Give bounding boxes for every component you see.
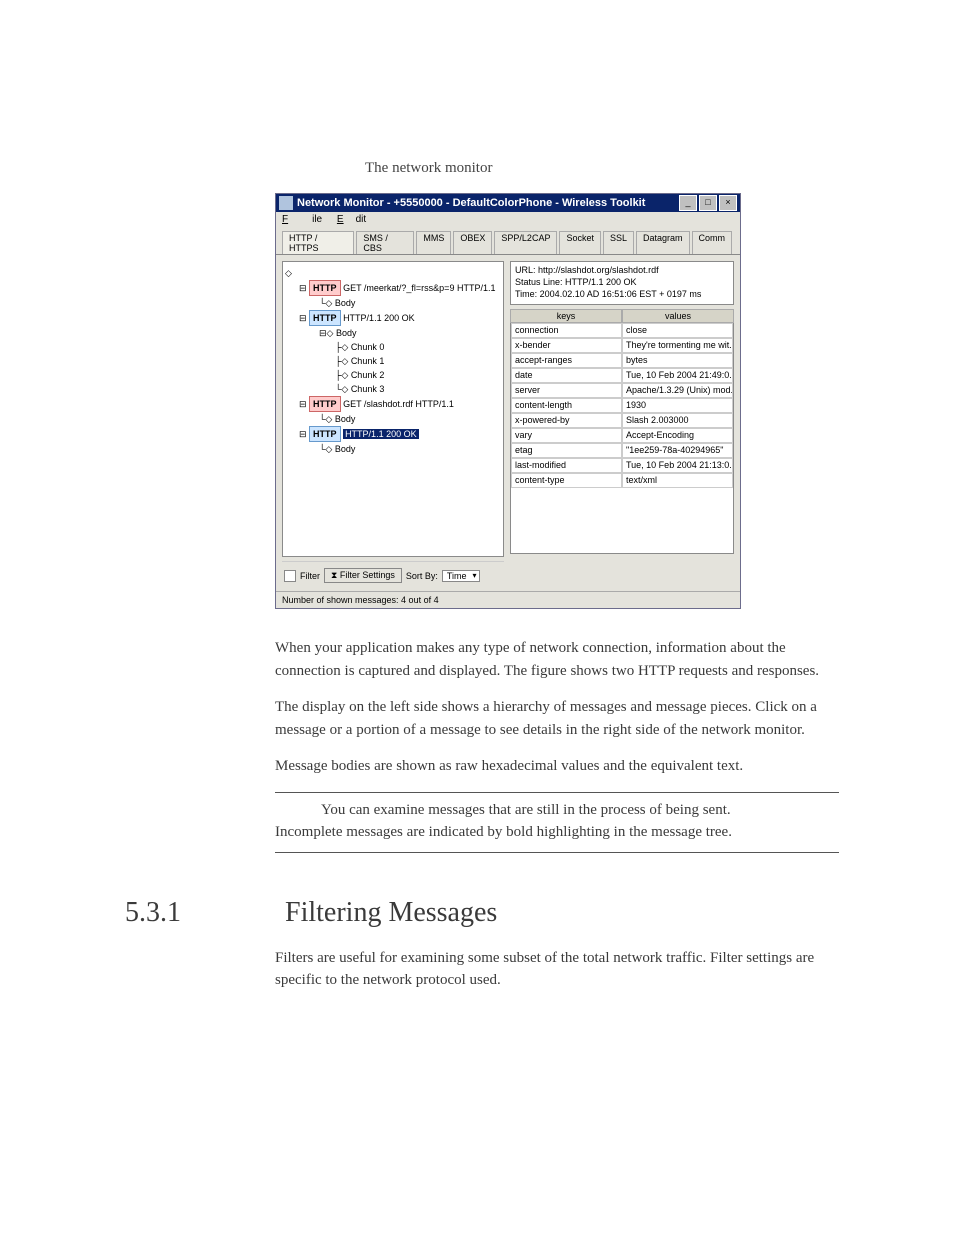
sort-by-label: Sort By: (406, 571, 438, 581)
close-button[interactable]: × (719, 195, 737, 211)
header-key: vary (511, 428, 622, 443)
http-request-badge: HTTP (309, 396, 341, 412)
info-time: Time: 2004.02.10 AD 16:51:06 EST + 0197 … (515, 288, 729, 300)
filter-toolbar: Filter ⧗ Filter Settings Sort By: Time (282, 561, 504, 585)
info-header: URL: http://slashdot.org/slashdot.rdf St… (510, 261, 734, 305)
paragraph: Filters are useful for examining some su… (275, 947, 839, 992)
rule-top (275, 792, 839, 793)
info-statusline: Status Line: HTTP/1.1 200 OK (515, 276, 729, 288)
app-icon (279, 196, 293, 210)
tree-body[interactable]: Body (335, 298, 356, 308)
tree-body[interactable]: Body (336, 328, 357, 338)
network-monitor-window: Network Monitor - +5550000 - DefaultColo… (275, 193, 741, 609)
tab-http[interactable]: HTTP / HTTPS (282, 231, 354, 254)
tree-response-1[interactable]: HTTP/1.1 200 OK (343, 313, 415, 323)
messages-pane: ◇ ⊟ HTTP GET /meerkat/?_fl=rss&p=9 HTTP/… (282, 261, 504, 585)
col-values: values (622, 309, 734, 323)
window-titlebar: Network Monitor - +5550000 - DefaultColo… (276, 194, 740, 212)
header-key: x-powered-by (511, 413, 622, 428)
note-block: You can examine messages that are still … (275, 799, 839, 844)
paragraph: The display on the left side shows a hie… (275, 696, 839, 741)
tree-chunk[interactable]: Chunk 3 (351, 384, 385, 394)
http-response-badge: HTTP (309, 426, 341, 442)
tab-spp[interactable]: SPP/L2CAP (494, 231, 557, 254)
header-val: close (622, 323, 733, 338)
filter-checkbox[interactable] (284, 570, 296, 582)
header-val: Apache/1.3.29 (Unix) mod... (622, 383, 733, 398)
paragraph: When your application makes any type of … (275, 637, 839, 682)
message-tree[interactable]: ◇ ⊟ HTTP GET /meerkat/?_fl=rss&p=9 HTTP/… (282, 261, 504, 557)
tree-chunk[interactable]: Chunk 0 (351, 342, 385, 352)
tree-chunk[interactable]: Chunk 1 (351, 356, 385, 366)
tab-mms[interactable]: MMS (416, 231, 451, 254)
header-key: etag (511, 443, 622, 458)
tab-socket[interactable]: Socket (559, 231, 601, 254)
header-key: x-bender (511, 338, 622, 353)
figure-caption: The network monitor (365, 160, 839, 177)
header-key: accept-ranges (511, 353, 622, 368)
tree-chunk[interactable]: Chunk 2 (351, 370, 385, 380)
tab-datagram[interactable]: Datagram (636, 231, 690, 254)
col-keys: keys (510, 309, 622, 323)
note-line-1: You can examine messages that are still … (275, 799, 839, 822)
header-val: Accept-Encoding (622, 428, 733, 443)
menu-edit[interactable]: Edit (337, 214, 366, 225)
header-key: server (511, 383, 622, 398)
headers-body: connectionclose x-benderThey're tormenti… (510, 323, 734, 554)
minimize-button[interactable]: _ (679, 195, 697, 211)
header-val: Tue, 10 Feb 2004 21:13:0... (622, 458, 733, 473)
filter-settings-button[interactable]: ⧗ Filter Settings (324, 568, 402, 583)
header-val: "1ee259-78a-40294965" (622, 443, 733, 458)
tab-obex[interactable]: OBEX (453, 231, 492, 254)
menu-file[interactable]: File (282, 214, 322, 225)
header-key: date (511, 368, 622, 383)
header-key: connection (511, 323, 622, 338)
sort-by-select[interactable]: Time (442, 570, 480, 582)
header-key: content-length (511, 398, 622, 413)
rule-bottom (275, 852, 839, 853)
http-request-badge: HTTP (309, 280, 341, 296)
status-bar: Number of shown messages: 4 out of 4 (276, 591, 740, 608)
header-val: Slash 2.003000 (622, 413, 733, 428)
tab-ssl[interactable]: SSL (603, 231, 634, 254)
filter-label: Filter (300, 571, 320, 581)
menu-bar: File Edit (276, 212, 740, 227)
tab-sms[interactable]: SMS / CBS (356, 231, 414, 254)
protocol-tabs: HTTP / HTTPS SMS / CBS MMS OBEX SPP/L2CA… (276, 227, 740, 255)
section-heading: 5.3.1 Filtering Messages (115, 897, 839, 929)
section-number: 5.3.1 (115, 897, 285, 929)
paragraph: Message bodies are shown as raw hexadeci… (275, 755, 839, 778)
window-title: Network Monitor - +5550000 - DefaultColo… (297, 197, 677, 209)
tree-request-1[interactable]: GET /meerkat/?_fl=rss&p=9 HTTP/1.1 (343, 283, 495, 293)
section-title: Filtering Messages (285, 897, 497, 929)
header-val: Tue, 10 Feb 2004 21:49:0... (622, 368, 733, 383)
header-key: content-type (511, 473, 622, 488)
headers-table: keys values connectionclose x-benderThey… (510, 309, 734, 571)
tree-body[interactable]: Body (335, 444, 356, 454)
maximize-button[interactable]: □ (699, 195, 717, 211)
note-line-2: Incomplete messages are indicated by bol… (275, 821, 839, 844)
tree-response-2-selected[interactable]: HTTP/1.1 200 OK (343, 429, 419, 439)
header-val: bytes (622, 353, 733, 368)
info-url: URL: http://slashdot.org/slashdot.rdf (515, 264, 729, 276)
header-val: They're tormenting me wit... (622, 338, 733, 353)
details-pane: URL: http://slashdot.org/slashdot.rdf St… (510, 261, 734, 585)
tab-comm[interactable]: Comm (692, 231, 733, 254)
http-response-badge: HTTP (309, 310, 341, 326)
tree-body[interactable]: Body (335, 414, 356, 424)
tree-request-2[interactable]: GET /slashdot.rdf HTTP/1.1 (343, 399, 454, 409)
header-val: text/xml (622, 473, 733, 488)
header-val: 1930 (622, 398, 733, 413)
header-key: last-modified (511, 458, 622, 473)
